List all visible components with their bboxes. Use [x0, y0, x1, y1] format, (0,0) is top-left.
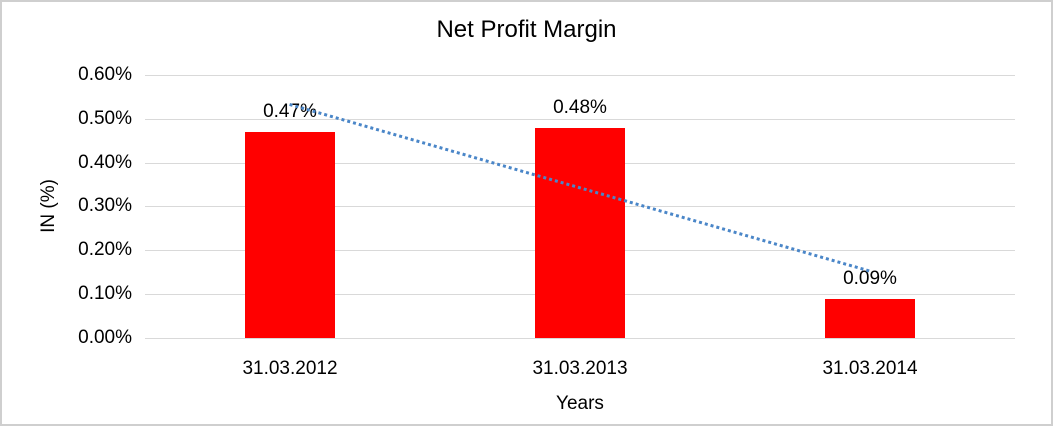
y-tick-label: 0.30%	[78, 195, 132, 216]
bar-31.03.2014	[825, 299, 915, 338]
data-label: 0.09%	[843, 268, 897, 289]
gridline	[145, 75, 1015, 76]
y-tick-label: 0.40%	[78, 152, 132, 173]
gridline	[145, 119, 1015, 120]
x-axis-title: Years	[556, 393, 604, 414]
x-tick-label: 31.03.2012	[242, 358, 338, 379]
gridline	[145, 338, 1015, 339]
y-tick-label: 0.00%	[78, 327, 132, 348]
bar-31.03.2013	[535, 128, 625, 338]
bar-31.03.2012	[245, 132, 335, 338]
data-label: 0.47%	[263, 101, 317, 122]
x-tick-label: 31.03.2013	[532, 358, 628, 379]
x-tick-label: 31.03.2014	[822, 358, 918, 379]
data-label: 0.48%	[553, 97, 607, 118]
y-tick-label: 0.10%	[78, 283, 132, 304]
y-tick-label: 0.60%	[78, 64, 132, 85]
plot-area	[145, 75, 1015, 339]
chart-title: Net Profit Margin	[436, 16, 617, 43]
y-tick-label: 0.50%	[78, 108, 132, 129]
y-tick-label: 0.20%	[78, 239, 132, 260]
